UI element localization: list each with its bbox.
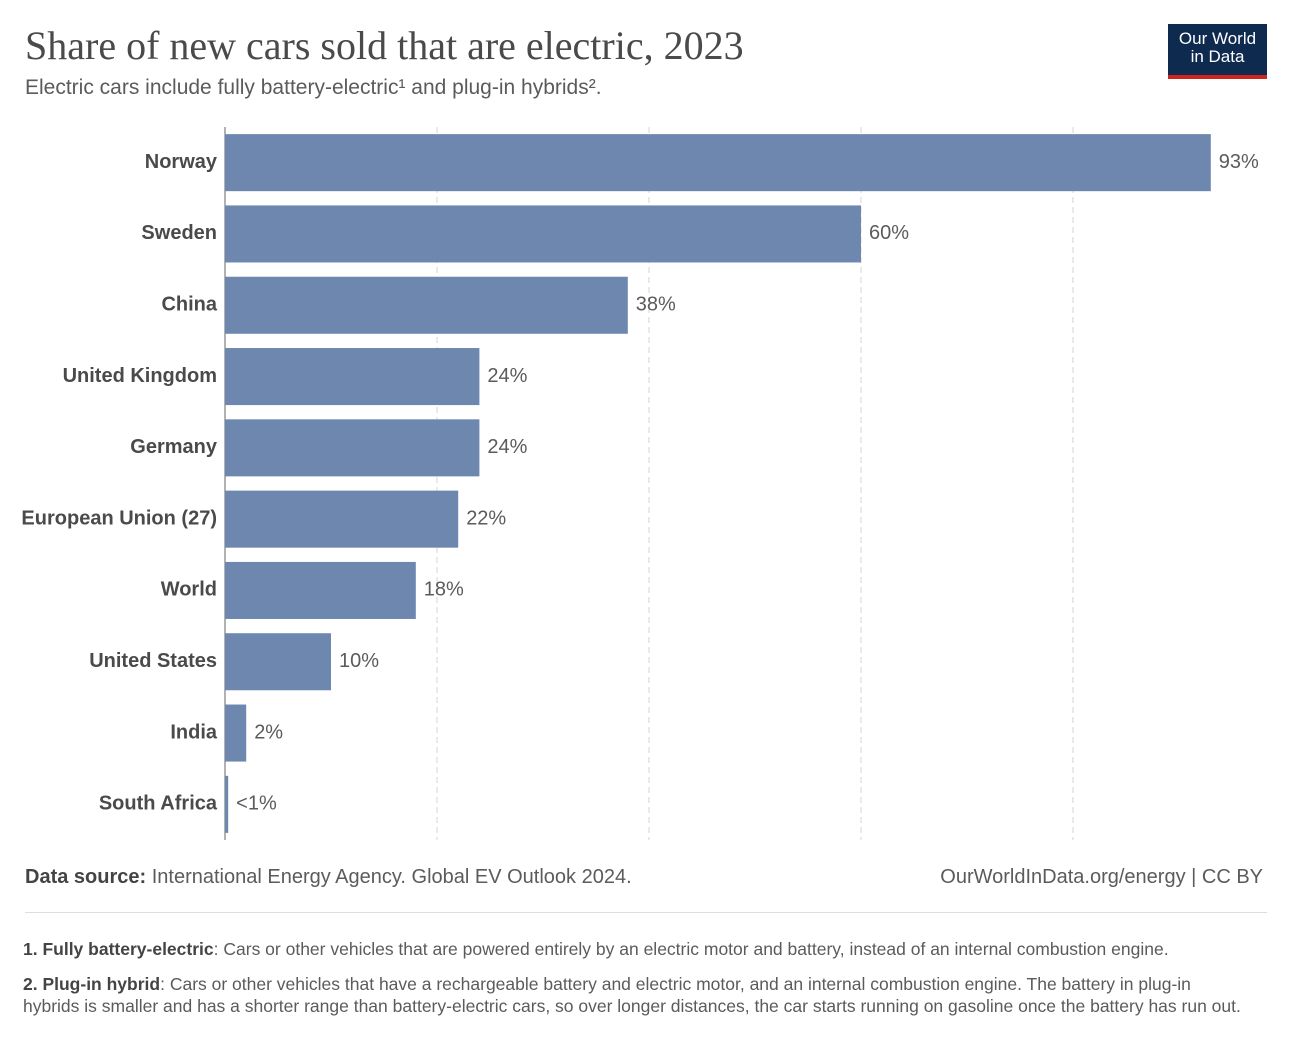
source-label: Data source: xyxy=(25,866,147,888)
bar xyxy=(225,561,416,619)
chart-subtitle: Electric cars include fully battery-elec… xyxy=(25,76,602,99)
category-label: China xyxy=(161,294,217,316)
value-label: 24% xyxy=(487,436,527,458)
chart: Norway 93% Sweden 60% China 38% United Kingdom… xyxy=(21,127,1259,840)
source-url[interactable]: OurWorldInData.org/energy | CC BY xyxy=(940,866,1263,888)
bar xyxy=(225,490,459,548)
chart-title: Share of new cars sold that are electric… xyxy=(25,23,744,68)
bar xyxy=(225,775,229,833)
footnote-term: 1. Fully battery-electric xyxy=(23,939,214,959)
category-label: Germany xyxy=(130,436,218,458)
category-label: United Kingdom xyxy=(63,365,217,387)
footnote: 2. Plug-in hybrid: Cars or other vehicle… xyxy=(23,973,1248,1017)
value-label: 22% xyxy=(466,507,506,529)
value-label: 2% xyxy=(254,721,283,743)
category-label: World xyxy=(161,579,217,601)
divider xyxy=(25,912,1267,913)
category-label: India xyxy=(170,721,218,743)
bar xyxy=(225,276,628,334)
category-label: United States xyxy=(89,650,217,672)
category-label: Sweden xyxy=(141,222,217,244)
logo[interactable]: Our World in Data xyxy=(1168,24,1267,79)
value-label: 24% xyxy=(487,365,527,387)
value-label: 38% xyxy=(636,294,676,316)
bar xyxy=(225,419,480,477)
source-text: International Energy Agency. Global EV O… xyxy=(151,866,632,888)
category-label: European Union (27) xyxy=(21,507,217,529)
category-label: Norway xyxy=(145,151,218,173)
value-label: 10% xyxy=(339,650,379,672)
bar xyxy=(225,134,1211,192)
bar xyxy=(225,704,247,762)
bar xyxy=(225,348,480,406)
bar xyxy=(225,205,861,263)
footnote-text: : Cars or other vehicles that have a rec… xyxy=(23,974,1241,1016)
value-label: 93% xyxy=(1219,151,1259,173)
logo-line: in Data xyxy=(1190,47,1245,66)
value-label: 60% xyxy=(869,222,909,244)
footnote-term: 2. Plug-in hybrid xyxy=(23,974,161,994)
footnote-text: : Cars or other vehicles that are powere… xyxy=(213,939,1169,959)
category-label: South Africa xyxy=(99,793,218,815)
value-label: <1% xyxy=(236,793,277,815)
logo-line: Our World xyxy=(1178,29,1257,48)
footnote: 1. Fully battery-electric: Cars or other… xyxy=(23,938,1248,960)
value-label: 18% xyxy=(424,579,464,601)
footnotes: 1. Fully battery-electric: Cars or other… xyxy=(23,938,1248,1030)
data-source: Data source: International Energy Agency… xyxy=(25,866,632,889)
bar xyxy=(225,633,331,691)
